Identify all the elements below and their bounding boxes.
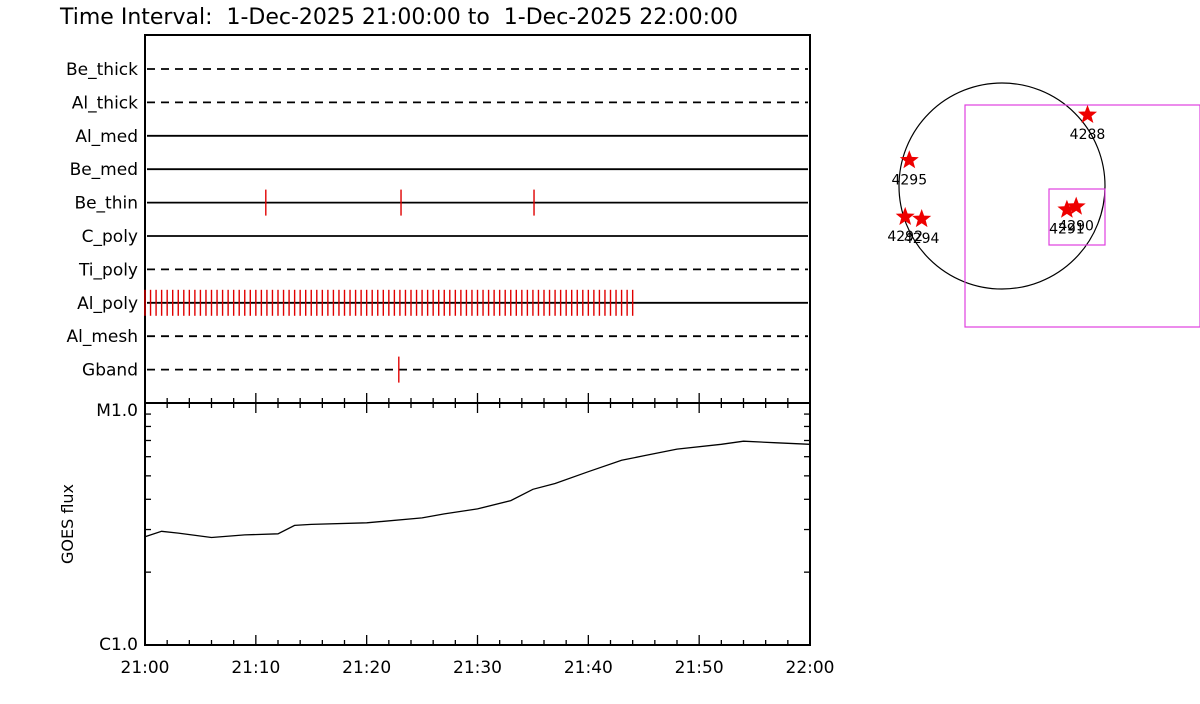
channel-label: Gband <box>82 361 138 381</box>
channel-label: Al_poly <box>77 294 138 314</box>
goes-flux-line <box>144 440 811 539</box>
region-star-icon <box>1057 199 1077 218</box>
region-label: 4295 <box>891 172 927 188</box>
channel-label: C_poly <box>82 227 138 247</box>
y-axis-label: GOES flux <box>58 484 77 564</box>
chart-title: Time Interval: 1-Dec-2025 21:00:00 to 1-… <box>59 5 738 30</box>
channel-label: Al_thick <box>72 93 138 113</box>
region-star-icon <box>1078 104 1097 123</box>
x-tick-label: 21:20 <box>342 658 391 678</box>
x-tick-label: 21:50 <box>675 658 724 678</box>
timeline-ticks <box>144 393 811 403</box>
y-tick-label-bottom: C1.0 <box>99 635 138 655</box>
region-star-icon <box>912 209 932 228</box>
x-tick-label: 21:30 <box>453 658 502 678</box>
channel-label: Ti_poly <box>78 260 138 280</box>
channel-label: Be_thick <box>66 60 138 80</box>
filter-timeline-panel: Be_thick Al_thick Al_med Be_med Be_thin C_pol… <box>66 34 811 404</box>
region-label: 4288 <box>1070 127 1106 143</box>
solar-disk <box>898 82 1106 290</box>
region-label: 4291 <box>1049 222 1085 238</box>
flux-frame <box>144 402 811 646</box>
x-tick-label: 21:40 <box>564 658 613 678</box>
region-label: 4290 <box>1058 219 1094 235</box>
region-label: 4292 <box>887 229 923 245</box>
y-tick-label-top: M1.0 <box>96 401 138 421</box>
x-tick-label: 21:10 <box>231 658 280 678</box>
timeline-frame <box>144 34 811 404</box>
channel-label: Be_thin <box>74 194 138 214</box>
region-star-icon <box>899 150 919 169</box>
region-label: 4294 <box>904 231 940 247</box>
region-star-icon <box>1066 196 1086 215</box>
x-tick-label: 22:00 <box>786 658 835 678</box>
channel-rows: Be_thick Al_thick Al_med Be_med Be_thin C_pol… <box>66 60 808 383</box>
channel-label: Be_med <box>70 160 138 180</box>
goes-flux-panel: M1.0 C1.0 GOES flux 21:00 21:10 21:20 21:30… <box>58 401 835 678</box>
flux-axis-ticks <box>144 402 811 646</box>
channel-label: Al_med <box>75 127 138 147</box>
field-of-view-box <box>964 104 1200 328</box>
channel-label: Al_mesh <box>66 327 138 347</box>
region-star-icon <box>895 206 915 225</box>
x-tick-labels: 21:00 21:10 21:20 21:30 21:40 21:50 22:00 <box>121 658 835 678</box>
zoom-box <box>1048 188 1106 246</box>
x-tick-label: 21:00 <box>121 658 170 678</box>
